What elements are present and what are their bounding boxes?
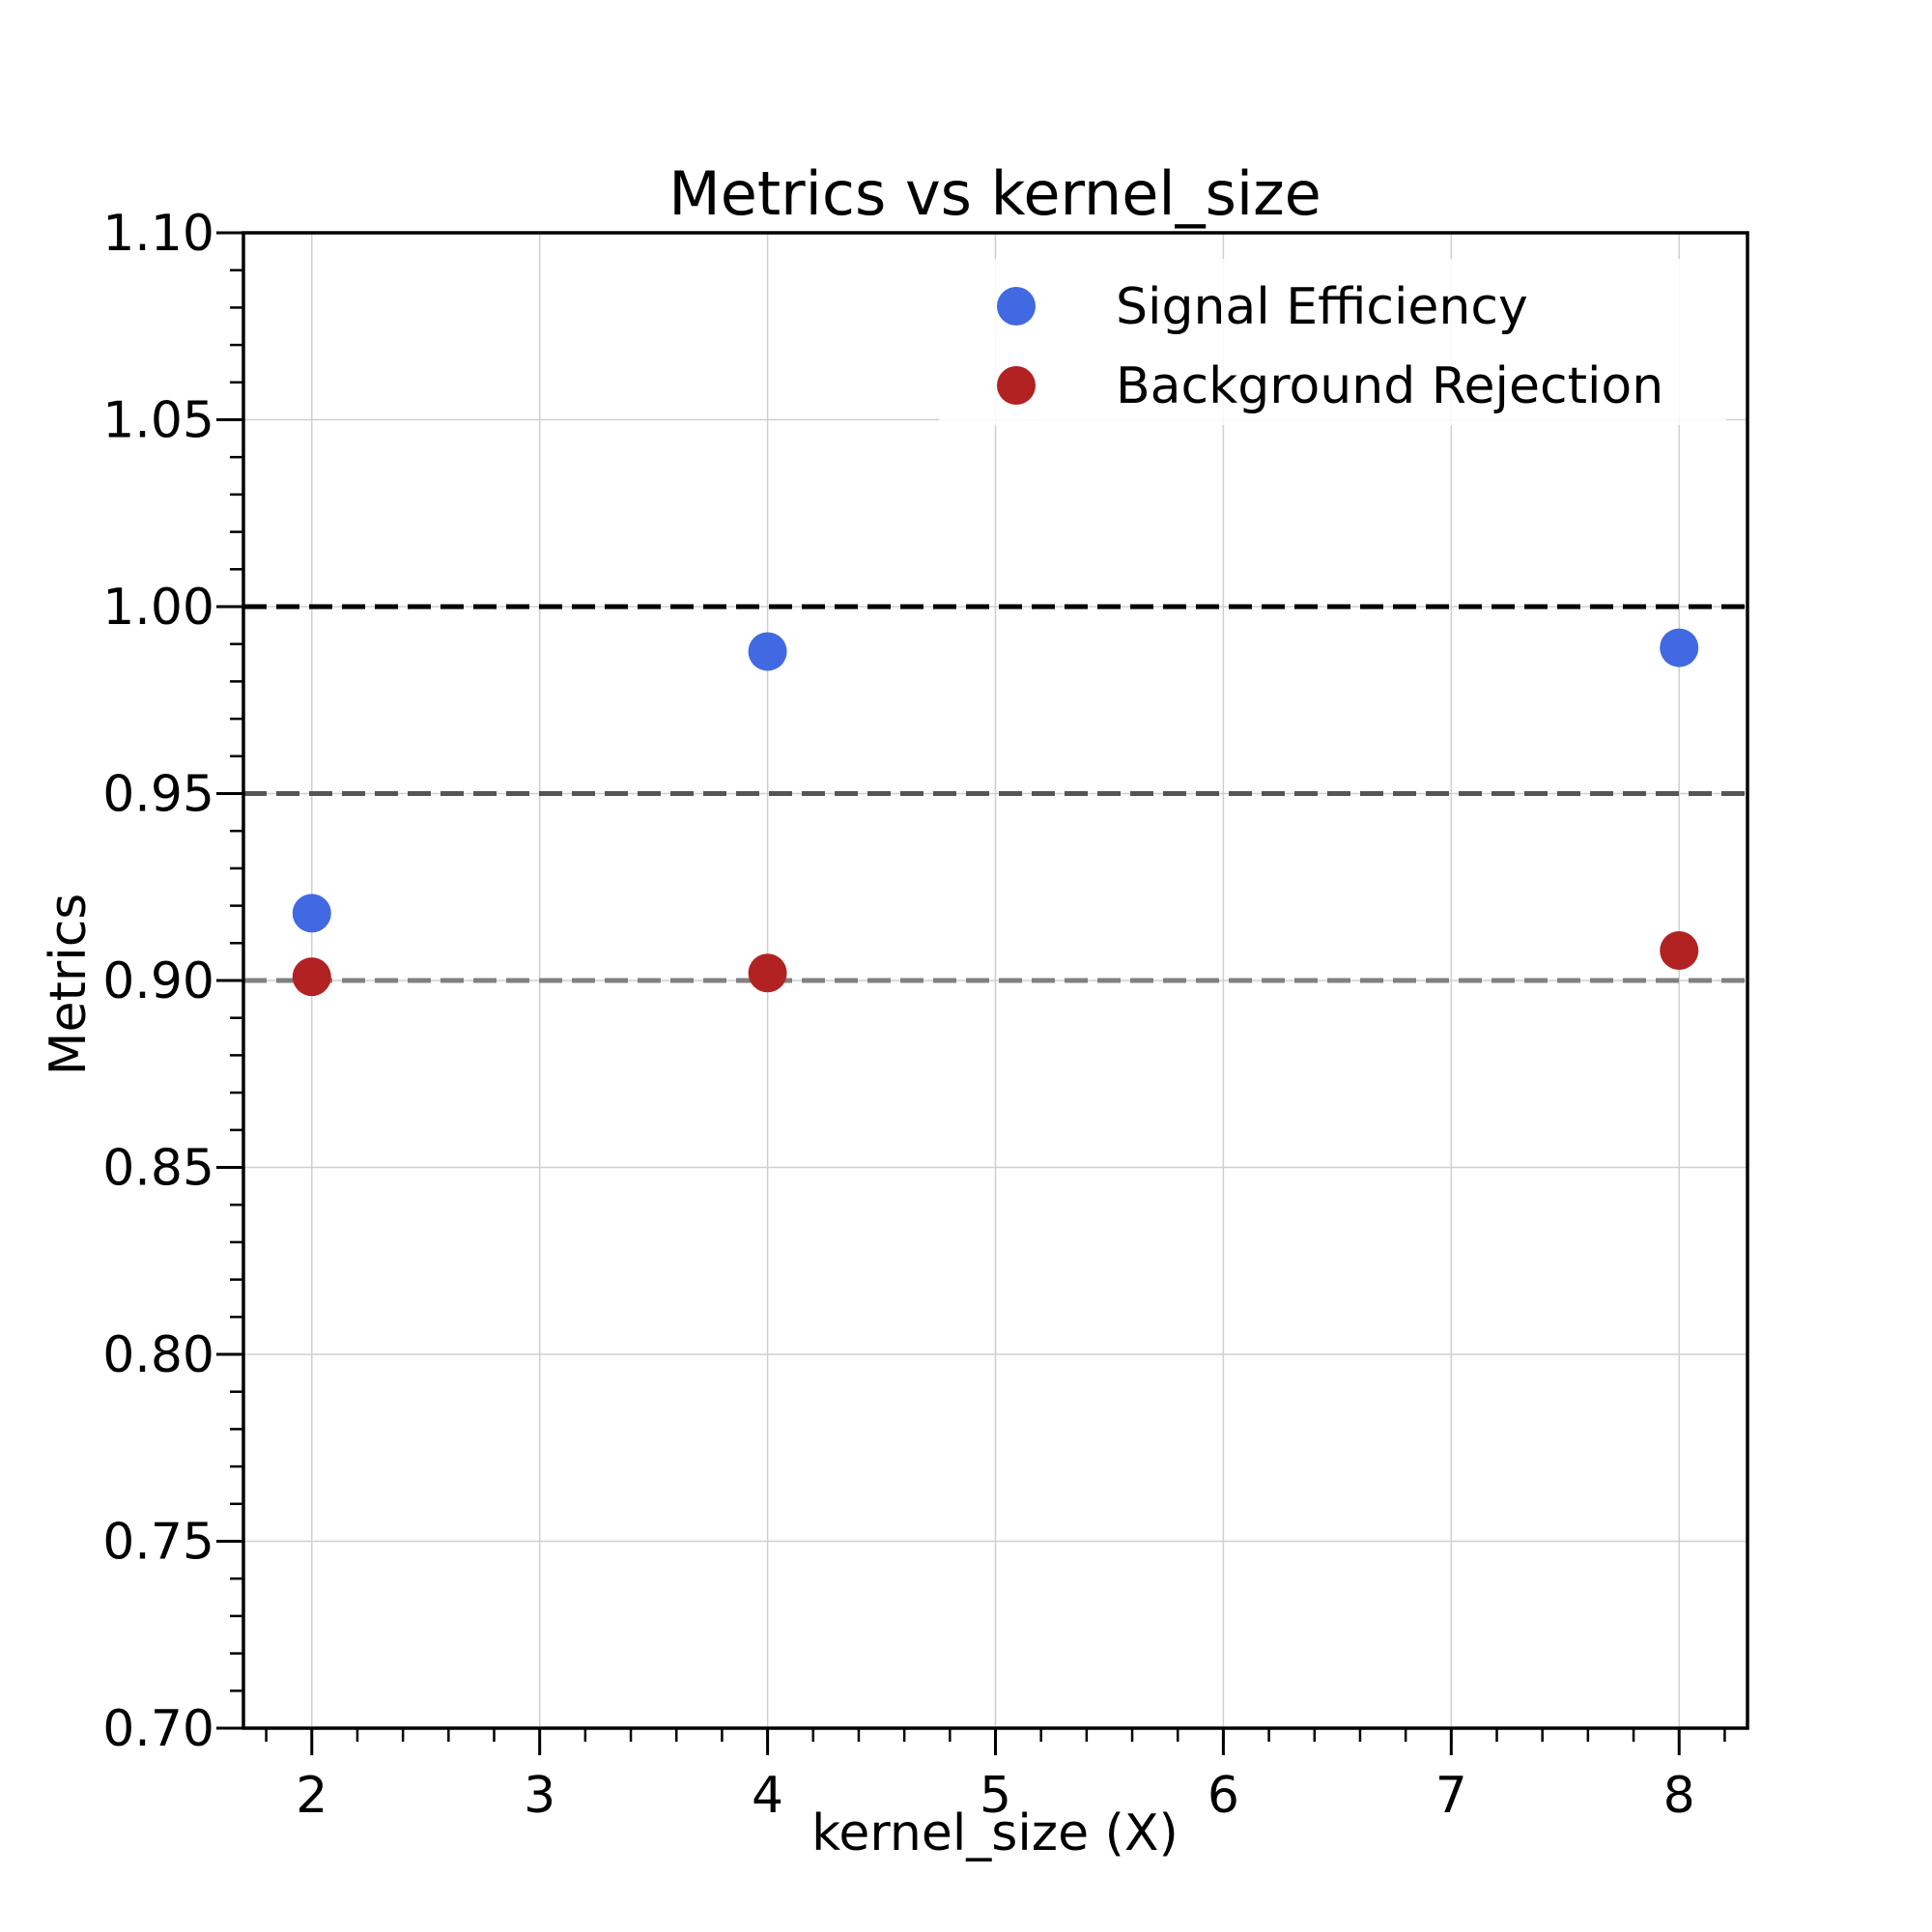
x-tick-label: 8 — [1663, 1767, 1695, 1825]
data-point — [1660, 628, 1699, 668]
chart-title: Metrics vs kernel_size — [668, 158, 1321, 229]
y-tick-label: 1.05 — [102, 392, 214, 450]
x-tick-label: 4 — [752, 1767, 783, 1825]
x-axis-label: kernel_size (X) — [811, 1804, 1179, 1862]
y-tick-label: 1.10 — [102, 205, 214, 263]
x-tick-label: 7 — [1435, 1767, 1467, 1825]
y-tick-label: 0.70 — [102, 1700, 214, 1758]
legend-label: Background Rejection — [1116, 357, 1663, 415]
y-axis: 0.70 0.75 0.80 0.85 0.90 0.95 1.00 1.05 1.10 — [102, 205, 243, 1758]
legend-label: Signal Efficiency — [1116, 278, 1528, 336]
data-point — [748, 632, 787, 671]
y-tick-label: 0.90 — [102, 952, 214, 1010]
y-tick-label: 0.80 — [102, 1326, 214, 1384]
y-tick-label: 0.95 — [102, 766, 214, 824]
y-axis-label: Metrics — [40, 894, 98, 1076]
x-tick-label: 6 — [1208, 1767, 1239, 1825]
legend-marker — [997, 287, 1036, 326]
data-point — [292, 894, 331, 933]
x-tick-label: 5 — [980, 1767, 1011, 1825]
x-axis: 2 3 4 5 6 7 8 — [265, 1728, 1726, 1825]
x-tick-label: 2 — [296, 1767, 327, 1825]
reference-lines — [243, 604, 1747, 983]
data-point — [748, 953, 787, 993]
y-tick-label: 0.85 — [102, 1140, 214, 1198]
data-points — [292, 628, 1699, 997]
data-point — [292, 957, 331, 997]
grid-lines — [243, 232, 1747, 1729]
data-point — [1660, 931, 1699, 971]
legend-marker — [997, 366, 1036, 405]
y-tick-label: 1.00 — [102, 579, 214, 637]
legend-box — [939, 259, 1726, 425]
y-tick-label: 0.75 — [102, 1514, 214, 1572]
x-tick-label: 3 — [524, 1767, 555, 1825]
legend: Signal Efficiency Background Rejection — [939, 259, 1726, 425]
